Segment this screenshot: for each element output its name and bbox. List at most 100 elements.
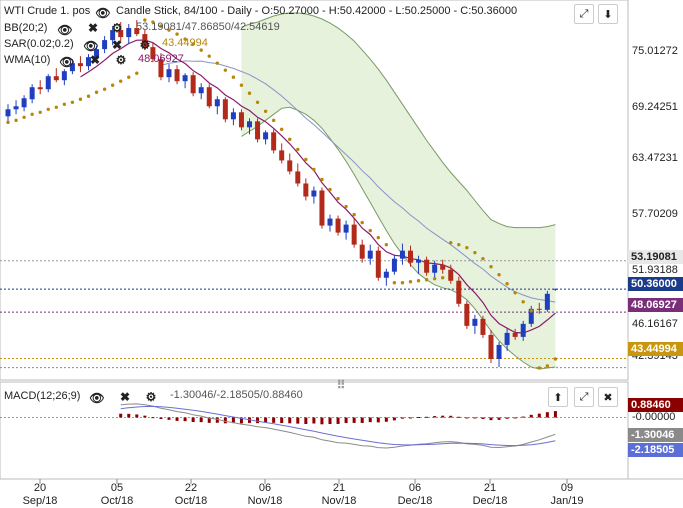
x-tick-day: 21 [332, 482, 346, 494]
sar-dot [553, 357, 558, 361]
close-icon[interactable]: ✖ [89, 53, 101, 67]
macd-legend-name: MACD(12;26;9) [4, 390, 81, 402]
macd-histogram-bar [344, 417, 348, 424]
indicator-wma-values: 48.06927 [138, 53, 184, 65]
gear-icon[interactable]: ⚙ [139, 38, 151, 52]
sar-dot [441, 276, 445, 280]
macd-histogram-bar [280, 417, 284, 424]
candle-body [383, 271, 389, 278]
gear-icon[interactable]: ⚙ [145, 390, 157, 404]
macd-histogram-bar [497, 417, 501, 420]
sar-dot [239, 83, 244, 87]
close-icon[interactable]: ✖ [119, 390, 131, 404]
sar-dot [175, 32, 179, 36]
candle-body [440, 264, 446, 270]
sar-dot [127, 75, 131, 79]
indicator-sar-values: 43.44994 [162, 37, 208, 49]
main-legend-symbol: WTI Crude 1. pos [4, 5, 91, 17]
sar-dot [159, 24, 163, 28]
price-tick: 69.24251 [632, 101, 678, 113]
indicator-sar-name: SAR(0.02;0.2) [4, 38, 74, 50]
bb-upper-tag: 53.19081 [628, 250, 683, 264]
close-icon[interactable]: ✖ [111, 38, 123, 52]
sar-dot [135, 71, 139, 75]
close-icon[interactable]: ✖ [598, 387, 618, 407]
macd-histogram-bar [159, 417, 163, 420]
candle-body [311, 190, 317, 197]
sar-dot [360, 220, 364, 225]
eye-icon[interactable]: 👁 [89, 391, 105, 405]
macd-histogram-bar [400, 417, 404, 419]
sar-dot [110, 83, 115, 87]
sar-dot [537, 366, 541, 370]
signal-line [120, 405, 556, 447]
sar-dot [94, 90, 99, 94]
sar-dot [78, 97, 83, 101]
price-tick: 46.16167 [632, 318, 678, 330]
macd-histogram-bar [513, 417, 517, 419]
candle-body [214, 99, 220, 107]
macd-histogram-bar [191, 417, 195, 423]
macd-histogram-bar [392, 417, 396, 421]
macd-histogram-bar [328, 417, 332, 425]
macd-histogram-bar [151, 417, 155, 419]
candle-body [263, 132, 269, 140]
candle-body [287, 160, 293, 172]
macd-histogram-bar [545, 412, 549, 418]
sar-dot [70, 100, 75, 104]
sar-dot [231, 75, 236, 79]
sar-tag: 43.44994 [628, 342, 683, 356]
macd-histogram-bar [264, 417, 268, 423]
sar-dot [352, 212, 356, 217]
maximize-icon[interactable]: ⤢ [574, 4, 594, 24]
wma-tag: 48.06927 [628, 298, 683, 312]
candle-body [13, 106, 19, 110]
macd-histogram-bar [376, 417, 380, 423]
candle-body [303, 183, 309, 197]
candle-body [118, 30, 124, 38]
candle-body [359, 244, 365, 259]
sar-dot [86, 94, 91, 98]
arrow-down-icon[interactable]: ⬇ [598, 4, 618, 24]
candle-body [399, 250, 405, 259]
macd-histogram-bar [119, 413, 123, 418]
sar-dot [408, 280, 413, 284]
main-legend-type: Candle Stick, 84/100 - Daily - O:50.2700… [116, 5, 518, 17]
eye-icon[interactable]: 👁 [83, 39, 99, 53]
sar-dot [223, 68, 228, 72]
macd-histogram-bar [433, 416, 437, 418]
candle-body [5, 109, 11, 117]
candle-body [504, 332, 510, 345]
close-icon[interactable]: ✖ [87, 21, 99, 35]
sar-dot [424, 278, 429, 282]
sar-dot [143, 18, 147, 22]
sar-dot [481, 256, 485, 261]
eye-icon[interactable]: 👁 [95, 6, 111, 20]
sar-dot [296, 147, 300, 152]
candle-body [21, 98, 27, 108]
candle-body [222, 99, 228, 120]
candle-body [166, 69, 172, 78]
eye-icon[interactable]: 👁 [57, 23, 73, 37]
gear-icon[interactable]: ⚙ [111, 21, 123, 35]
candle-body [335, 218, 341, 233]
sar-dot [376, 235, 380, 240]
sar-dot [199, 48, 203, 52]
sar-dot [457, 242, 461, 247]
sar-dot [30, 112, 34, 116]
macd-histogram-bar [521, 416, 525, 418]
x-tick-day: 06 [408, 482, 422, 494]
candle-body [464, 303, 470, 326]
macd-histogram-bar [553, 411, 557, 418]
candle-body [29, 87, 35, 100]
candle-body [432, 264, 438, 273]
sar-dot [215, 61, 219, 65]
gear-icon[interactable]: ⚙ [115, 53, 127, 67]
macd-histogram-bar [441, 415, 445, 418]
maximize-icon[interactable]: ⤢ [574, 387, 594, 407]
arrow-up-icon[interactable]: ⬆ [548, 387, 568, 407]
resize-handle-icon[interactable]: ⠿ [336, 378, 346, 392]
eye-icon[interactable]: 👁 [59, 55, 75, 69]
signal-line-tag: -2.18505 [628, 443, 683, 457]
